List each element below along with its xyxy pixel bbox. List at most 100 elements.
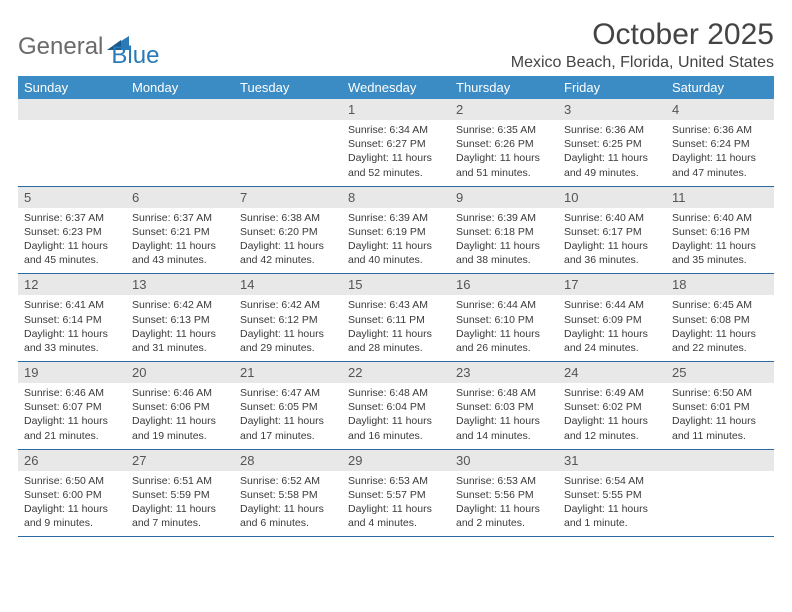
sunrise-line: Sunrise: 6:46 AM [132,386,228,400]
day-number: 4 [666,99,774,120]
day-number: 26 [18,450,126,471]
day-number: 29 [342,450,450,471]
sunrise-line: Sunrise: 6:37 AM [24,211,120,225]
daylight-line: Daylight: 11 hours and 7 minutes. [132,502,228,530]
day-number: 24 [558,362,666,383]
day-number: 14 [234,274,342,295]
title-block: October 2025 Mexico Beach, Florida, Unit… [511,18,774,72]
sunrise-line: Sunrise: 6:45 AM [672,298,768,312]
calendar-day-cell [234,99,342,186]
daylight-line: Daylight: 11 hours and 24 minutes. [564,327,660,355]
calendar-week-row: 5Sunrise: 6:37 AMSunset: 6:23 PMDaylight… [18,186,774,274]
sunrise-line: Sunrise: 6:36 AM [672,123,768,137]
sunrise-line: Sunrise: 6:43 AM [348,298,444,312]
day-body: Sunrise: 6:43 AMSunset: 6:11 PMDaylight:… [342,295,450,361]
sunrise-line: Sunrise: 6:44 AM [456,298,552,312]
calendar-table: SundayMondayTuesdayWednesdayThursdayFrid… [18,76,774,537]
day-number: 9 [450,187,558,208]
calendar-week-row: 1Sunrise: 6:34 AMSunset: 6:27 PMDaylight… [18,99,774,186]
calendar-day-cell: 27Sunrise: 6:51 AMSunset: 5:59 PMDayligh… [126,449,234,537]
sunrise-line: Sunrise: 6:48 AM [456,386,552,400]
day-body: Sunrise: 6:37 AMSunset: 6:23 PMDaylight:… [18,208,126,274]
logo-text-general: General [18,33,103,61]
calendar-day-cell [666,449,774,537]
day-number-empty [666,450,774,471]
calendar-day-cell: 10Sunrise: 6:40 AMSunset: 6:17 PMDayligh… [558,186,666,274]
calendar-day-cell: 28Sunrise: 6:52 AMSunset: 5:58 PMDayligh… [234,449,342,537]
sunrise-line: Sunrise: 6:39 AM [348,211,444,225]
calendar-day-cell: 17Sunrise: 6:44 AMSunset: 6:09 PMDayligh… [558,274,666,362]
sunset-line: Sunset: 5:58 PM [240,488,336,502]
daylight-line: Daylight: 11 hours and 14 minutes. [456,414,552,442]
sunrise-line: Sunrise: 6:38 AM [240,211,336,225]
sunrise-line: Sunrise: 6:42 AM [132,298,228,312]
daylight-line: Daylight: 11 hours and 52 minutes. [348,151,444,179]
day-body: Sunrise: 6:45 AMSunset: 6:08 PMDaylight:… [666,295,774,361]
daylight-line: Daylight: 11 hours and 12 minutes. [564,414,660,442]
day-body: Sunrise: 6:50 AMSunset: 6:00 PMDaylight:… [18,471,126,537]
calendar-week-row: 26Sunrise: 6:50 AMSunset: 6:00 PMDayligh… [18,449,774,537]
day-number: 27 [126,450,234,471]
weekday-header: Tuesday [234,76,342,99]
day-number: 28 [234,450,342,471]
calendar-day-cell: 14Sunrise: 6:42 AMSunset: 6:12 PMDayligh… [234,274,342,362]
day-body: Sunrise: 6:42 AMSunset: 6:13 PMDaylight:… [126,295,234,361]
sunset-line: Sunset: 6:06 PM [132,400,228,414]
sunset-line: Sunset: 6:19 PM [348,225,444,239]
day-body: Sunrise: 6:50 AMSunset: 6:01 PMDaylight:… [666,383,774,449]
calendar-day-cell: 2Sunrise: 6:35 AMSunset: 6:26 PMDaylight… [450,99,558,186]
calendar-day-cell: 19Sunrise: 6:46 AMSunset: 6:07 PMDayligh… [18,362,126,450]
daylight-line: Daylight: 11 hours and 49 minutes. [564,151,660,179]
logo: General Blue [18,18,159,70]
calendar-day-cell: 23Sunrise: 6:48 AMSunset: 6:03 PMDayligh… [450,362,558,450]
sunset-line: Sunset: 6:16 PM [672,225,768,239]
sunrise-line: Sunrise: 6:42 AM [240,298,336,312]
daylight-line: Daylight: 11 hours and 2 minutes. [456,502,552,530]
daylight-line: Daylight: 11 hours and 17 minutes. [240,414,336,442]
daylight-line: Daylight: 11 hours and 35 minutes. [672,239,768,267]
day-body: Sunrise: 6:54 AMSunset: 5:55 PMDaylight:… [558,471,666,537]
header: General Blue October 2025 Mexico Beach, … [18,18,774,72]
day-number: 10 [558,187,666,208]
sunrise-line: Sunrise: 6:53 AM [348,474,444,488]
day-number: 18 [666,274,774,295]
day-number: 12 [18,274,126,295]
calendar-day-cell: 31Sunrise: 6:54 AMSunset: 5:55 PMDayligh… [558,449,666,537]
day-body-empty [666,471,774,529]
sunset-line: Sunset: 6:13 PM [132,313,228,327]
sunset-line: Sunset: 6:01 PM [672,400,768,414]
calendar-day-cell: 4Sunrise: 6:36 AMSunset: 6:24 PMDaylight… [666,99,774,186]
sunrise-line: Sunrise: 6:54 AM [564,474,660,488]
sunrise-line: Sunrise: 6:52 AM [240,474,336,488]
day-number: 8 [342,187,450,208]
calendar-day-cell: 11Sunrise: 6:40 AMSunset: 6:16 PMDayligh… [666,186,774,274]
day-body: Sunrise: 6:46 AMSunset: 6:07 PMDaylight:… [18,383,126,449]
weekday-header-row: SundayMondayTuesdayWednesdayThursdayFrid… [18,76,774,99]
sunrise-line: Sunrise: 6:49 AM [564,386,660,400]
logo-text-blue: Blue [111,24,159,70]
calendar-day-cell: 15Sunrise: 6:43 AMSunset: 6:11 PMDayligh… [342,274,450,362]
daylight-line: Daylight: 11 hours and 51 minutes. [456,151,552,179]
sunrise-line: Sunrise: 6:34 AM [348,123,444,137]
sunrise-line: Sunrise: 6:50 AM [24,474,120,488]
daylight-line: Daylight: 11 hours and 36 minutes. [564,239,660,267]
day-number: 3 [558,99,666,120]
day-body: Sunrise: 6:36 AMSunset: 6:24 PMDaylight:… [666,120,774,186]
sunset-line: Sunset: 6:20 PM [240,225,336,239]
sunrise-line: Sunrise: 6:53 AM [456,474,552,488]
daylight-line: Daylight: 11 hours and 16 minutes. [348,414,444,442]
calendar-day-cell: 12Sunrise: 6:41 AMSunset: 6:14 PMDayligh… [18,274,126,362]
sunrise-line: Sunrise: 6:40 AM [672,211,768,225]
sunrise-line: Sunrise: 6:35 AM [456,123,552,137]
calendar-day-cell: 5Sunrise: 6:37 AMSunset: 6:23 PMDaylight… [18,186,126,274]
day-body: Sunrise: 6:48 AMSunset: 6:03 PMDaylight:… [450,383,558,449]
day-number: 31 [558,450,666,471]
sunset-line: Sunset: 6:09 PM [564,313,660,327]
sunrise-line: Sunrise: 6:48 AM [348,386,444,400]
sunset-line: Sunset: 6:03 PM [456,400,552,414]
day-body: Sunrise: 6:34 AMSunset: 6:27 PMDaylight:… [342,120,450,186]
sunset-line: Sunset: 6:02 PM [564,400,660,414]
daylight-line: Daylight: 11 hours and 21 minutes. [24,414,120,442]
day-number: 20 [126,362,234,383]
calendar-week-row: 12Sunrise: 6:41 AMSunset: 6:14 PMDayligh… [18,274,774,362]
